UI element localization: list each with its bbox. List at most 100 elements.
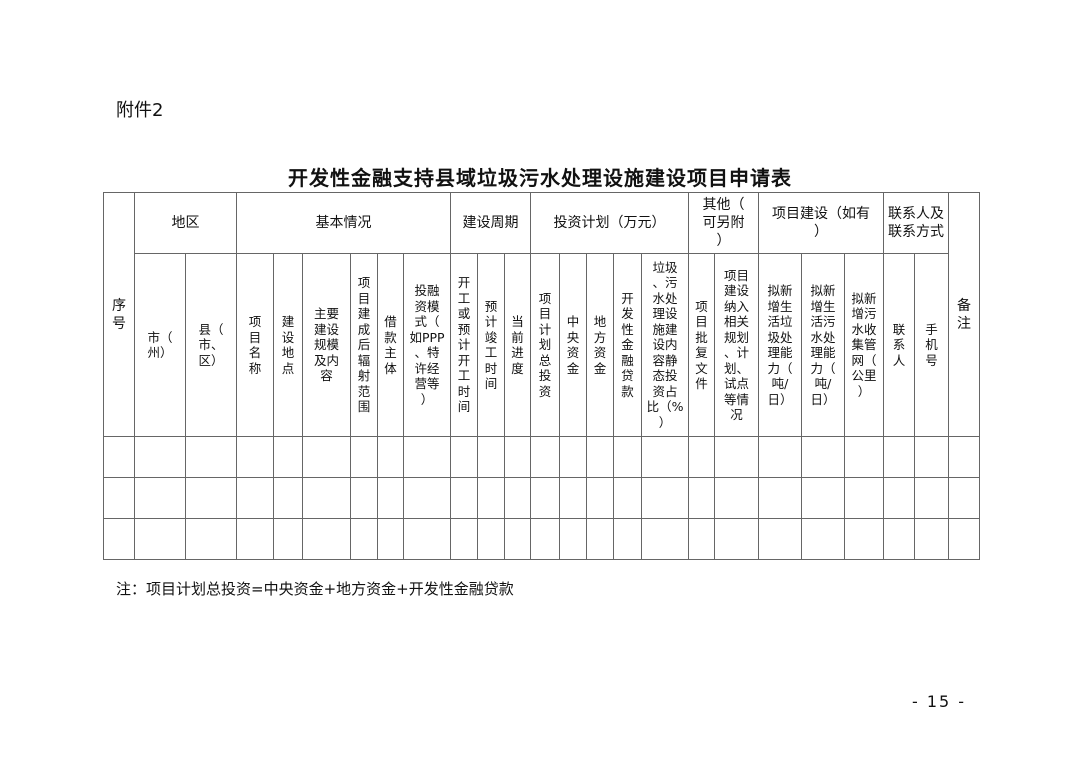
table-cell[interactable] [403, 518, 451, 560]
table-cell[interactable] [403, 436, 451, 478]
attachment-label: 附件2 [116, 100, 164, 121]
table-cell[interactable] [236, 518, 274, 560]
column-header: 手 机 号 [914, 253, 950, 437]
table-cell[interactable] [883, 477, 916, 519]
header-contact: 联系人及 联系方式 [883, 192, 950, 254]
table-cell[interactable] [236, 436, 274, 478]
header-region: 地区 [134, 192, 237, 254]
column-header: 拟新 增污 水收 集管 网（ 公里 ） [844, 253, 885, 437]
column-header: 项 目 批 复 文 件 [688, 253, 716, 437]
table-cell[interactable] [914, 518, 950, 560]
header-period: 建设周期 [450, 192, 531, 254]
table-cell[interactable] [302, 477, 351, 519]
table-cell[interactable] [640, 436, 690, 478]
table-cell[interactable] [586, 436, 614, 478]
column-header: 拟新 增生 活垃 圾处 理能 力（ 吨/ 日） [758, 253, 803, 437]
table-row [103, 477, 981, 519]
table-cell[interactable] [236, 477, 274, 519]
table-cell[interactable] [273, 477, 303, 519]
table-cell[interactable] [134, 436, 186, 478]
table-cell[interactable] [477, 436, 505, 478]
table-cell[interactable] [559, 436, 587, 478]
table-cell[interactable] [948, 436, 981, 478]
column-header: 主要 建设 规模 及内 容 [302, 253, 351, 437]
table-cell[interactable] [801, 518, 846, 560]
table-cell[interactable] [302, 518, 351, 560]
table-cell[interactable] [688, 518, 716, 560]
table-cell[interactable] [450, 518, 478, 560]
table-cell[interactable] [450, 477, 478, 519]
column-header: 开 工 或 预 计 开 工 时 间 [450, 253, 478, 437]
table-cell[interactable] [586, 518, 614, 560]
table-cell[interactable] [688, 477, 716, 519]
table-cell[interactable] [302, 436, 351, 478]
table-cell[interactable] [134, 477, 186, 519]
table-row [103, 518, 981, 560]
table-cell[interactable] [185, 436, 237, 478]
table-cell[interactable] [185, 518, 237, 560]
table-cell[interactable] [350, 477, 378, 519]
table-cell[interactable] [403, 477, 451, 519]
table-cell[interactable] [914, 436, 950, 478]
table-cell[interactable] [714, 436, 760, 478]
table-cell[interactable] [185, 477, 237, 519]
header-row-columns: 市（ 州） 县（ 市、 区）项 目 名 称建 设 地 点主要 建设 规模 及内 容… [104, 253, 980, 437]
table-cell[interactable] [530, 436, 560, 478]
table-cell[interactable] [377, 518, 404, 560]
table-cell[interactable] [640, 518, 690, 560]
table-cell[interactable] [559, 518, 587, 560]
table-cell[interactable] [377, 436, 404, 478]
table-cell[interactable] [103, 477, 135, 519]
table-cell[interactable] [948, 477, 981, 519]
column-header: 项 目 建 成 后 辐 射 范 围 [350, 253, 378, 437]
table-cell[interactable] [477, 518, 505, 560]
table-cell[interactable] [103, 436, 135, 478]
table-cell[interactable] [883, 436, 916, 478]
table-row [103, 436, 981, 478]
table-cell[interactable] [504, 518, 531, 560]
column-header: 建 设 地 点 [273, 253, 303, 437]
table-cell[interactable] [613, 436, 642, 478]
page-number: - 15 - [912, 692, 967, 711]
table-cell[interactable] [714, 477, 760, 519]
application-form-table: 序 号 地区 基本情况 建设周期 投资计划（万元） 其他（ 可另附 ） 项目建设… [103, 192, 981, 560]
header-investment: 投资计划（万元） [529, 192, 690, 254]
table-cell[interactable] [134, 518, 186, 560]
table-cell[interactable] [559, 477, 587, 519]
table-cell[interactable] [504, 436, 531, 478]
table-cell[interactable] [883, 518, 916, 560]
column-header: 预 计 竣 工 时 间 [477, 253, 505, 437]
table-cell[interactable] [640, 477, 690, 519]
table-cell[interactable] [844, 436, 885, 478]
table-cell[interactable] [586, 477, 614, 519]
table-cell[interactable] [530, 477, 560, 519]
table-cell[interactable] [613, 477, 642, 519]
table-cell[interactable] [914, 477, 950, 519]
table-cell[interactable] [801, 477, 846, 519]
table-cell[interactable] [450, 436, 478, 478]
table-cell[interactable] [758, 518, 803, 560]
table-cell[interactable] [844, 518, 885, 560]
table-cell[interactable] [714, 518, 760, 560]
table-cell[interactable] [350, 518, 378, 560]
table-cell[interactable] [948, 518, 981, 560]
table-cell[interactable] [273, 518, 303, 560]
header-basic: 基本情况 [236, 192, 451, 254]
table-cell[interactable] [350, 436, 378, 478]
table-cell[interactable] [377, 477, 404, 519]
page-title: 开发性金融支持县域垃圾污水处理设施建设项目申请表 [288, 166, 792, 190]
table-cell[interactable] [273, 436, 303, 478]
footnote: 注：项目计划总投资=中央资金+地方资金+开发性金融贷款 [116, 580, 514, 598]
table-cell[interactable] [504, 477, 531, 519]
table-cell[interactable] [477, 477, 505, 519]
header-other: 其他（ 可另附 ） [688, 192, 760, 254]
table-cell[interactable] [758, 477, 803, 519]
table-cell[interactable] [758, 436, 803, 478]
table-cell[interactable] [801, 436, 846, 478]
header-row-groups: 序 号 地区 基本情况 建设周期 投资计划（万元） 其他（ 可另附 ） 项目建设… [103, 192, 981, 437]
table-cell[interactable] [530, 518, 560, 560]
table-cell[interactable] [844, 477, 885, 519]
table-cell[interactable] [688, 436, 716, 478]
table-cell[interactable] [103, 518, 135, 560]
table-cell[interactable] [613, 518, 642, 560]
